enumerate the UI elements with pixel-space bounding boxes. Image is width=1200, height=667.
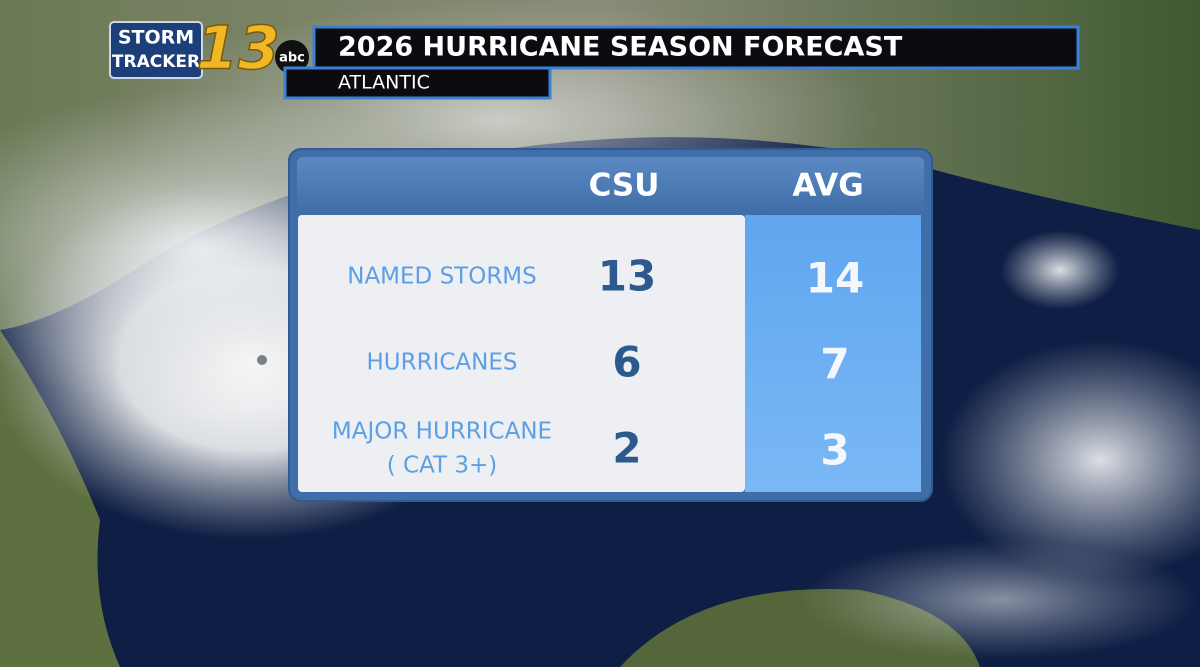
row-label: HURRICANES <box>366 350 517 376</box>
csu-value: 2 <box>612 424 641 473</box>
logo: STORM TRACKER 13 abc <box>109 13 309 84</box>
column-header: CSU <box>589 168 660 204</box>
header-subtitle: ATLANTIC <box>338 72 430 94</box>
header: 2026 HURRICANE SEASON FORECAST ATLANTIC <box>283 25 1080 100</box>
avg-value: 7 <box>820 340 849 389</box>
logo-line1: STORM <box>118 27 194 49</box>
forecast-table: CSU AVG NAMED STORMS 13 14 HURRICANES 6 7 MAJO… <box>288 148 933 502</box>
logo-line2: TRACKER <box>112 52 200 72</box>
row-label: NAMED STORMS <box>347 264 537 290</box>
header-title: 2026 HURRICANE SEASON FORECAST <box>338 32 903 63</box>
csu-value: 6 <box>612 338 641 387</box>
column-header: AVG <box>792 168 863 204</box>
logo-number: 13 <box>196 14 280 84</box>
avg-value: 14 <box>806 254 864 303</box>
row-label: ( CAT 3+) <box>387 453 498 479</box>
logo-network: abc <box>279 51 305 66</box>
row-label: MAJOR HURRICANE <box>332 419 552 445</box>
avg-value: 3 <box>820 426 849 475</box>
csu-value: 13 <box>598 252 656 301</box>
